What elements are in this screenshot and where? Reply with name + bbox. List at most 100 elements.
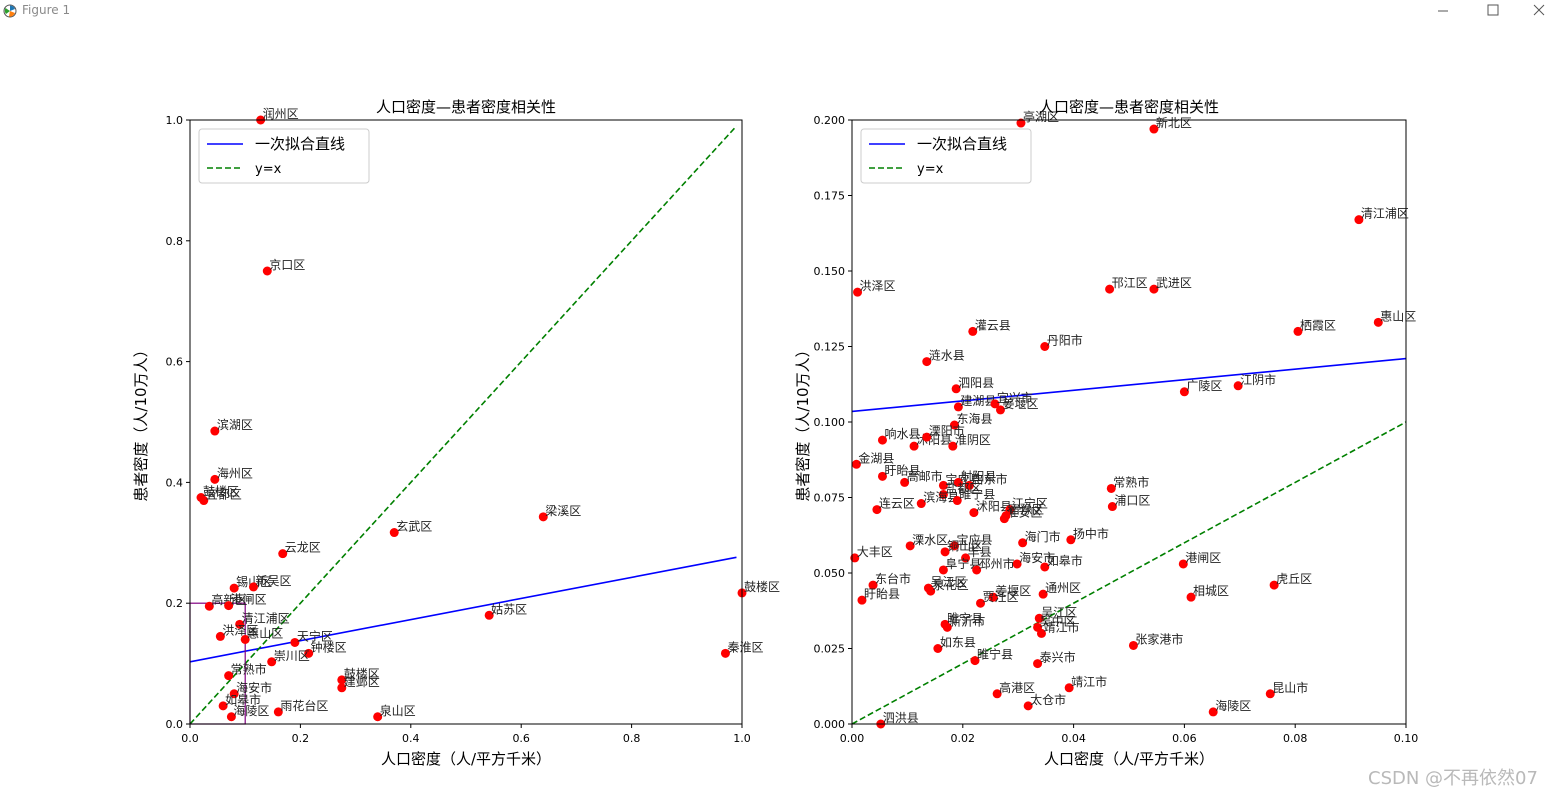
y-tick-label: 0.8: [166, 235, 184, 248]
x-tick-label: 0.08: [1283, 732, 1308, 745]
fit-line: [852, 357, 1406, 413]
data-point: [953, 477, 963, 487]
point-label: 洪泽区: [222, 623, 258, 637]
point-label: 京口区: [269, 258, 305, 272]
point-label: 溧阳市: [929, 423, 965, 438]
point-label: 泰兴市: [1040, 650, 1076, 665]
point-label: 吴江区: [1041, 605, 1077, 619]
point-label: 如东县: [940, 635, 976, 650]
data-point: [938, 480, 948, 490]
data-point: [972, 565, 982, 575]
legend-entry: y=x: [917, 162, 944, 177]
point-label: 姑苏区: [491, 602, 527, 616]
data-point: [916, 499, 926, 509]
data-point: [204, 601, 214, 611]
data-point: [290, 637, 300, 647]
legend-box: [198, 128, 370, 184]
point-label: 浦口区: [1114, 494, 1150, 508]
point-label: 梁溪区: [545, 503, 581, 518]
point-label: 丹阳市: [1047, 333, 1083, 348]
point-label: 东海县: [956, 411, 992, 426]
point-label: 吴江区: [930, 575, 966, 589]
data-point: [905, 541, 915, 551]
point-label: 港闸区: [1185, 551, 1221, 565]
data-point: [1066, 535, 1076, 545]
y-tick-label: 0.150: [814, 265, 846, 278]
data-point: [1149, 284, 1159, 294]
data-point: [1186, 592, 1196, 602]
x-tick-label: 0.2: [292, 732, 310, 745]
data-point: [976, 598, 986, 608]
data-point: [922, 357, 932, 367]
point-label: 扬中市: [1073, 526, 1109, 541]
data-point: [240, 634, 250, 644]
data-point: [900, 477, 910, 487]
y-tick-label: 0.075: [814, 492, 846, 505]
data-point: [304, 648, 314, 658]
point-label: 启东市: [971, 471, 1007, 486]
point-label: 宜都区: [206, 487, 242, 502]
point-label: 泗阳县: [958, 376, 994, 390]
matplotlib-icon: [3, 4, 17, 18]
data-point: [942, 622, 952, 632]
data-point: [926, 586, 936, 596]
x-tick-label: 0.0: [181, 732, 199, 745]
data-point: [952, 496, 962, 506]
point-label: 盱眙县: [884, 463, 920, 477]
maximize-icon[interactable]: [1470, 0, 1516, 22]
data-point: [938, 489, 948, 499]
point-label: 云龙区: [285, 541, 321, 555]
point-label: 通州区: [1045, 581, 1081, 595]
data-point: [1034, 613, 1044, 623]
data-point: [964, 480, 974, 490]
point-label: 宜兴市: [997, 390, 1033, 405]
data-point: [1293, 326, 1303, 336]
point-label: 江宁区: [1012, 496, 1048, 511]
close-icon[interactable]: [1516, 0, 1560, 22]
legend-entry: 一次拟合直线: [917, 135, 1007, 153]
data-point: [938, 565, 948, 575]
point-label: 泉花区: [933, 577, 969, 592]
point-label: 高新区: [211, 592, 247, 607]
point-label: 射阳县: [960, 468, 996, 483]
data-point: [248, 582, 258, 592]
y-tick-label: 0.6: [166, 356, 184, 369]
point-label: 钟楼区: [311, 639, 347, 654]
data-point: [1036, 628, 1046, 638]
data-point: [909, 441, 919, 451]
data-point: [1023, 701, 1033, 711]
point-label: 海安市: [1019, 550, 1055, 565]
data-point: [210, 426, 220, 436]
legend: 一次拟合直线 y=x: [860, 128, 1032, 184]
data-point: [992, 689, 1002, 699]
minimize-icon[interactable]: [1420, 0, 1466, 22]
x-tick-label: 0.02: [951, 732, 976, 745]
legend-entry: y=x: [255, 162, 282, 177]
data-point: [949, 420, 959, 430]
axes-frame: [189, 119, 743, 725]
data-point: [877, 471, 887, 481]
identity-line: [190, 125, 738, 724]
point-label: 睢宁县: [947, 610, 983, 625]
point-label: 港闸区: [231, 593, 267, 607]
point-label: 淮安区: [1006, 505, 1042, 520]
watermark: CSDN @不再依然07: [1368, 768, 1538, 789]
point-label: 邳州市: [979, 556, 1015, 571]
point-label: 秦淮区: [727, 640, 763, 654]
point-label: 广陵区: [1186, 379, 1222, 393]
y-tick-label: 0.025: [814, 643, 846, 656]
point-label: 清江浦区: [1361, 207, 1409, 221]
data-point: [1016, 118, 1026, 128]
data-point: [969, 508, 979, 518]
window-title: Figure 1: [22, 3, 71, 17]
point-label: 盱眙县: [864, 587, 900, 601]
data-point: [226, 712, 236, 722]
point-label: 泗洪县: [883, 711, 919, 725]
data-point: [877, 435, 887, 445]
x-tick-label: 0.4: [402, 732, 420, 745]
point-label: 阜宁县: [945, 556, 981, 571]
point-label: 如皋市: [1047, 553, 1083, 568]
data-point: [1106, 483, 1116, 493]
point-label: 玄武区: [396, 519, 432, 534]
